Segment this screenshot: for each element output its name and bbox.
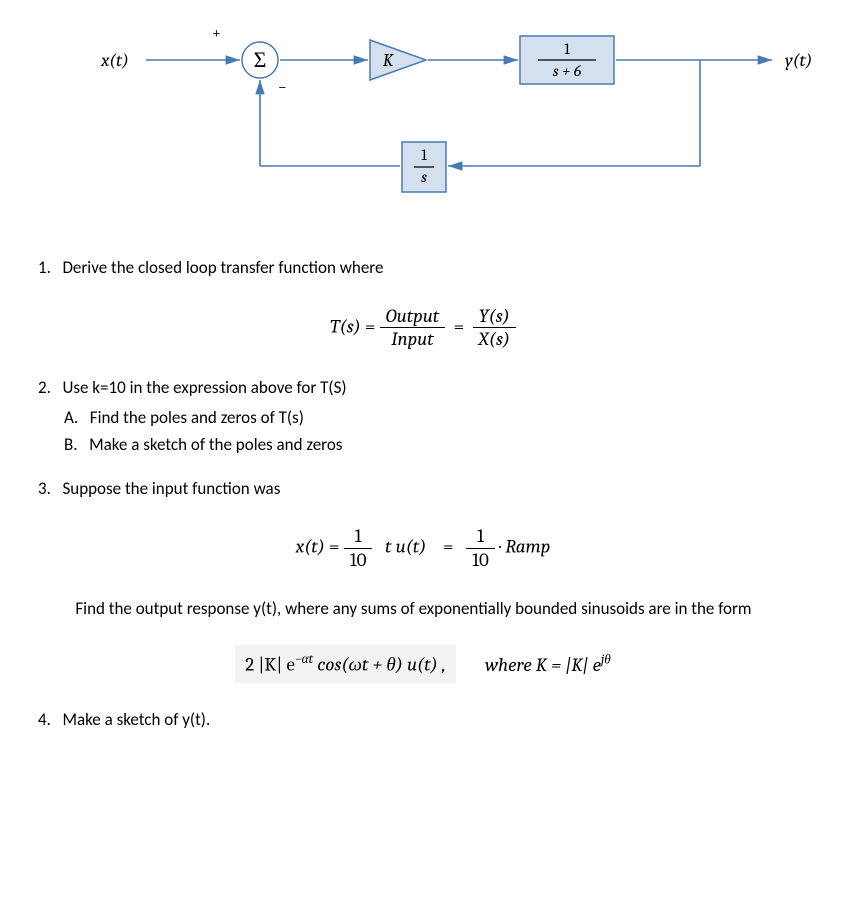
svg-text:K: K — [383, 50, 395, 71]
q3-c1-num: 1 — [344, 525, 373, 549]
q3-number: 3. — [38, 478, 51, 499]
q3-follow: Find the output response y(t), where any… — [75, 598, 751, 619]
svg-text:s + 6: s + 6 — [553, 62, 582, 80]
q2b-text: Make a sketch of the poles and zeros — [89, 434, 342, 455]
question-3: 3. Suppose the input function was — [30, 476, 816, 502]
q2a-text: Find the poles and zeros of T(s) — [90, 407, 304, 428]
q1-rhs-den: X(s) — [473, 328, 516, 351]
q3-form-mid: cos(ωt + θ) u(t) , — [313, 654, 446, 676]
svg-text:1: 1 — [564, 40, 570, 58]
q3-c2-num: 1 — [466, 525, 495, 549]
q1-lhs: T(s) — [330, 315, 361, 337]
svg-text:1: 1 — [421, 146, 427, 164]
q1-mid-num: Output — [380, 305, 446, 329]
q3-form-where: where K = |K| e — [485, 654, 601, 676]
q1-mid-den: Input — [380, 328, 446, 351]
q3-mid: t u(t) — [385, 536, 426, 558]
q3-lhs: x(t) — [296, 536, 325, 558]
question-2a: A. Find the poles and zeros of T(s) — [30, 405, 816, 431]
q3-form: 2 |K| e−αt cos(ωt + θ) u(t) , where K = … — [30, 645, 816, 682]
q2-number: 2. — [38, 377, 51, 398]
question-1: 1. Derive the closed loop transfer funct… — [30, 255, 816, 281]
q3-text: Suppose the input function was — [62, 478, 280, 499]
diagram-svg: Σ + − K 1 s + 6 1 s x(t) y(t) — [90, 30, 830, 220]
q4-text: Make a sketch of y(t). — [62, 709, 210, 730]
svg-text:+: + — [212, 30, 221, 42]
q3-equation: x(t) = 1 10 t u(t) = 1 10 · Ramp — [30, 525, 816, 572]
question-2b: B. Make a sketch of the poles and zeros — [30, 432, 816, 458]
svg-text:s: s — [421, 168, 427, 186]
q2-text: Use k=10 in the expression above for T(S… — [62, 377, 346, 398]
q3-rhs: Ramp — [505, 536, 550, 558]
q3-form-exp1: −αt — [295, 652, 313, 667]
q2a-number: A. — [64, 407, 78, 428]
q3-follow-wrap: Find the output response y(t), where any… — [30, 596, 816, 622]
q1-equation: T(s) = Output Input = Y(s) X(s) — [30, 305, 816, 352]
q1-number: 1. — [38, 257, 51, 278]
q3-form-left: 2 |K| e — [245, 654, 295, 676]
svg-text:x(t): x(t) — [100, 50, 129, 71]
q2b-number: B. — [64, 434, 78, 455]
q1-rhs-num: Y(s) — [473, 305, 516, 329]
question-4: 4. Make a sketch of y(t). — [30, 707, 816, 733]
q1-text: Derive the closed loop transfer function… — [62, 257, 383, 278]
q3-c2-den: 10 — [466, 549, 495, 572]
q3-c1-den: 10 — [344, 549, 373, 572]
question-2: 2. Use k=10 in the expression above for … — [30, 375, 816, 401]
q3-form-exp2: jθ — [601, 652, 611, 667]
svg-text:Σ: Σ — [254, 47, 267, 73]
q4-number: 4. — [38, 709, 51, 730]
svg-text:−: − — [278, 78, 287, 96]
svg-text:y(t): y(t) — [785, 50, 812, 71]
block-diagram: Σ + − K 1 s + 6 1 s x(t) y(t) — [90, 30, 816, 225]
